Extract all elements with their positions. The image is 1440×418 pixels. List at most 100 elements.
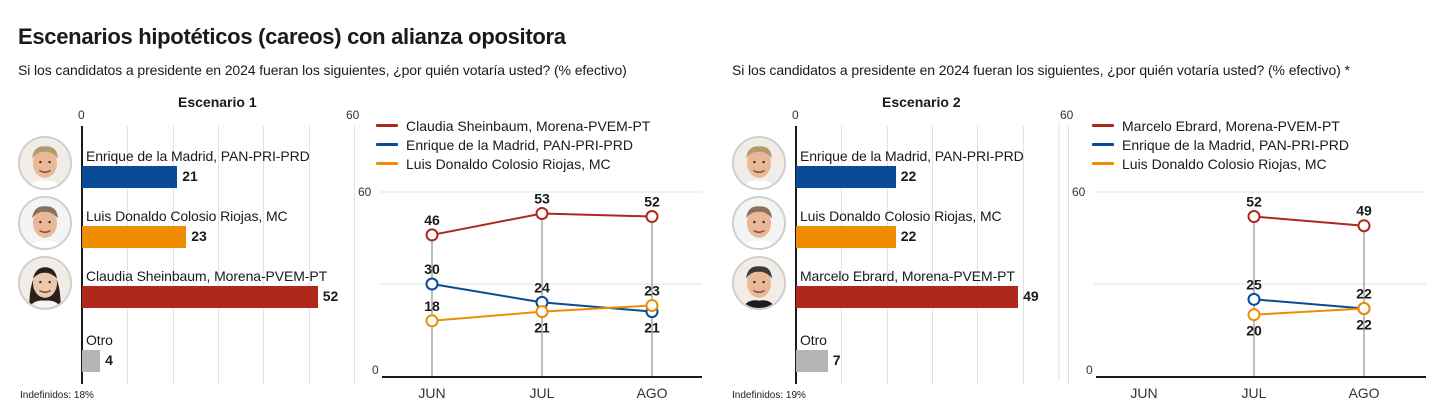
bar-morena — [796, 286, 1019, 308]
bar-otro — [82, 350, 101, 372]
line-chart-1: 60 0 JUN JUL AGO 46 53 52 30 24 21 18 21 23 — [358, 185, 702, 401]
legend-item: Enrique de la Madrid, PAN-PRI-PRD — [1092, 135, 1349, 154]
x-tick-label: JUN — [1130, 385, 1157, 401]
page-title: Escenarios hipotéticos (careos) con alia… — [18, 24, 566, 49]
data-label: 21 — [534, 320, 550, 336]
gridline — [977, 126, 979, 384]
enrique-de-la-madrid-icon — [734, 138, 784, 188]
bar-value-label: 7 — [832, 352, 841, 368]
bar-pan — [796, 166, 896, 188]
x-tick-label: JUL — [530, 385, 555, 401]
bar-mc — [796, 226, 896, 248]
bar-value-label: 4 — [105, 352, 113, 368]
claudia-sheinbaum-photo — [18, 256, 72, 310]
gridline — [172, 126, 174, 384]
data-label: 25 — [1246, 276, 1262, 292]
legend-swatch-pan — [1092, 143, 1114, 146]
bar-value-label: 23 — [191, 228, 207, 244]
gridline — [932, 126, 933, 384]
gridline — [886, 126, 888, 384]
indefinidos-2: Indefinidos: 19% — [732, 390, 806, 401]
data-label: 53 — [534, 190, 550, 206]
x-tick-label: JUL — [1242, 385, 1267, 401]
legend-label: Luis Donaldo Colosio Riojas, MC — [406, 155, 611, 172]
data-point-pan — [1247, 292, 1261, 306]
y-tick-label: 60 — [358, 185, 372, 199]
line-chart-2: 60 0 JUN JUL AGO 52 49 25 22 20 22 — [1058, 122, 1426, 401]
bar-chart-1: 0 60 Enrique de la Madrid, PAN-PRI-PRD 21 Lu… — [0, 108, 359, 384]
marcelo-ebrard-icon — [734, 258, 784, 308]
data-label: 49 — [1356, 203, 1372, 219]
subtitle-1: Si los candidatos a presidente en 2024 f… — [18, 62, 627, 78]
bar-otro — [796, 350, 828, 372]
candidate-label: Luis Donaldo Colosio Riojas, MC — [800, 208, 1002, 224]
y-tick-label: 0 — [372, 363, 379, 377]
bar-chart-2: 0 60 Enrique de la Madrid, PAN-PRI-PRD 22 Lu… — [714, 108, 1073, 384]
candidate-label: Enrique de la Madrid, PAN-PRI-PRD — [800, 148, 1024, 164]
data-label: 21 — [644, 320, 660, 336]
x-tick-label: AGO — [636, 385, 667, 401]
data-label: 30 — [424, 261, 440, 277]
gridline — [308, 126, 310, 384]
legend-item: Luis Donaldo Colosio Riojas, MC — [376, 154, 650, 173]
scenario-1-title: Escenario 1 — [178, 94, 257, 110]
legend-swatch-morena — [376, 124, 398, 127]
bar-value-label: 22 — [900, 228, 917, 244]
candidate-label: Otro — [86, 332, 113, 348]
data-label: 23 — [644, 282, 660, 298]
scenario-2-title: Escenario 2 — [882, 94, 961, 110]
candidate-label: Enrique de la Madrid, PAN-PRI-PRD — [86, 148, 310, 164]
y-tick-label: 60 — [1072, 185, 1086, 199]
data-point-morena — [535, 206, 549, 220]
gridline — [354, 126, 355, 384]
legend-label: Marcelo Ebrard, Morena-PVEM-PT — [1122, 117, 1340, 134]
x-tick-label: JUN — [418, 385, 445, 401]
data-point-mc — [1247, 308, 1261, 322]
data-point-morena — [1247, 210, 1261, 224]
claudia-sheinbaum-icon — [20, 258, 70, 308]
axis-min-label: 0 — [792, 108, 799, 122]
legend-item: Marcelo Ebrard, Morena-PVEM-PT — [1092, 116, 1349, 135]
enrique-de-la-madrid-photo — [732, 136, 786, 190]
bar-mc — [82, 226, 187, 248]
zero-axis-line — [81, 126, 83, 384]
luis-donaldo-colosio-icon — [734, 198, 784, 248]
legend-swatch-morena — [1092, 124, 1114, 127]
legend-label: Claudia Sheinbaum, Morena-PVEM-PT — [406, 117, 651, 134]
data-label: 22 — [1356, 286, 1372, 302]
data-point-morena — [425, 228, 439, 242]
gridline — [127, 126, 129, 384]
data-point-morena — [645, 210, 659, 224]
indefinidos-1: Indefinidos: 18% — [20, 390, 94, 401]
series-line-mc — [1253, 307, 1365, 316]
y-tick-label: 0 — [1086, 363, 1093, 377]
axis-min-label: 0 — [78, 108, 85, 122]
gridline — [263, 126, 265, 384]
data-label: 52 — [644, 194, 660, 210]
data-label: 24 — [534, 279, 550, 295]
data-label: 22 — [1356, 317, 1372, 333]
data-point-mc — [1357, 302, 1371, 316]
candidate-label: Luis Donaldo Colosio Riojas, MC — [86, 208, 288, 224]
candidate-label: Claudia Sheinbaum, Morena-PVEM-PT — [86, 268, 328, 284]
data-label: 20 — [1246, 323, 1262, 339]
legend-label: Luis Donaldo Colosio Riojas, MC — [1122, 155, 1327, 172]
legend-swatch-mc — [376, 162, 398, 165]
data-point-mc — [425, 314, 439, 328]
data-label: 46 — [424, 212, 440, 228]
legend-label: Enrique de la Madrid, PAN-PRI-PRD — [406, 136, 633, 153]
bar-value-label: 49 — [1023, 288, 1039, 304]
bar-value-label: 22 — [900, 168, 917, 184]
data-label: 18 — [424, 298, 440, 314]
luis-donaldo-colosio-photo — [18, 196, 72, 250]
data-label: 52 — [1246, 194, 1262, 210]
gridline — [841, 126, 843, 384]
zero-axis-line — [795, 126, 797, 384]
data-point-morena — [1357, 219, 1371, 233]
enrique-de-la-madrid-photo — [18, 136, 72, 190]
bar-morena — [82, 286, 318, 308]
legend-2: Marcelo Ebrard, Morena-PVEM-PT Enrique de… — [1092, 116, 1349, 173]
candidate-label: Marcelo Ebrard, Morena-PVEM-PT — [800, 268, 1015, 284]
x-tick-label: AGO — [1348, 385, 1379, 401]
gridline — [218, 126, 219, 384]
